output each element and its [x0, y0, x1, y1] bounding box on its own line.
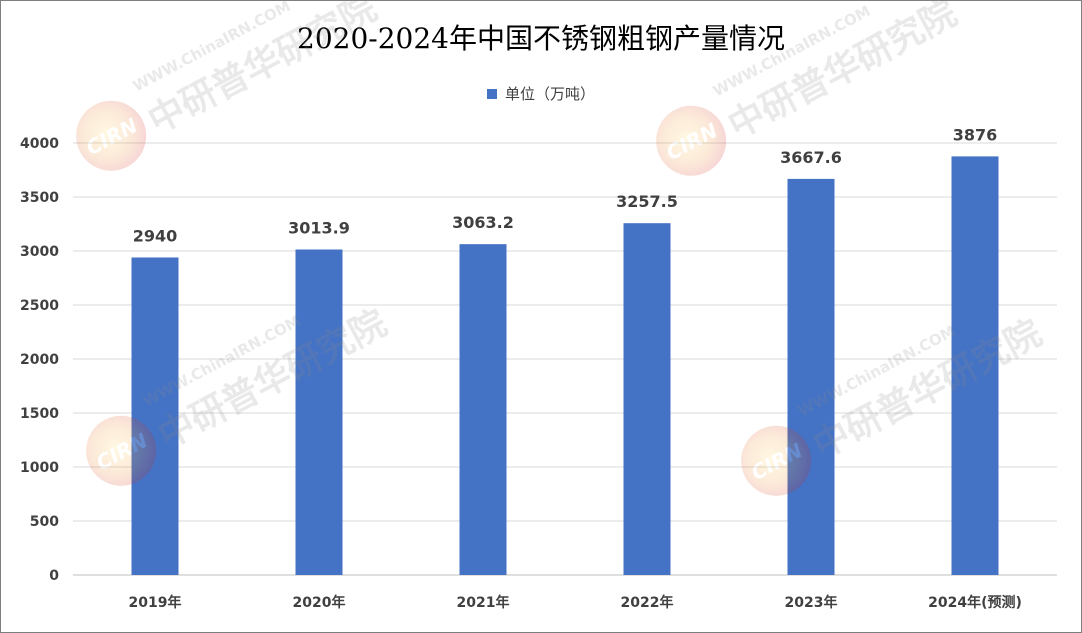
bar	[295, 249, 343, 576]
data-label: 3063.2	[452, 213, 514, 232]
x-tick-label: 2021年	[457, 594, 510, 611]
data-label: 3667.6	[780, 148, 842, 167]
data-label: 3876	[953, 125, 998, 144]
bar	[459, 244, 507, 576]
y-tick-label: 0	[49, 568, 59, 584]
y-tick-label: 1500	[20, 406, 59, 422]
x-tick-label: 2020年	[293, 594, 346, 611]
y-tick-label: 3000	[20, 244, 59, 260]
y-tick-label: 2500	[20, 298, 59, 314]
y-tick-label: 2000	[20, 352, 59, 368]
y-tick-label: 1000	[20, 460, 59, 476]
y-tick-label: 4000	[20, 136, 59, 152]
legend: 单位（万吨）	[1, 83, 1081, 104]
bar	[951, 156, 999, 575]
bar	[623, 223, 671, 575]
legend-swatch	[486, 88, 497, 99]
x-tick-label: 2019年	[129, 594, 182, 611]
y-tick-label: 3500	[20, 190, 59, 206]
bar	[787, 178, 835, 575]
data-label: 3013.9	[288, 218, 350, 237]
data-label: 2940	[133, 226, 178, 245]
x-tick-label: 2024年(预测)	[928, 594, 1022, 611]
data-label: 3257.5	[616, 192, 678, 211]
x-tick-label: 2023年	[785, 594, 838, 611]
chart-title: 2020-2024年中国不锈钢粗钢产量情况	[297, 22, 785, 55]
x-tick-label: 2022年	[621, 594, 674, 611]
legend-label: 单位（万吨）	[504, 85, 595, 103]
bar	[131, 257, 179, 575]
y-tick-label: 500	[30, 514, 59, 530]
